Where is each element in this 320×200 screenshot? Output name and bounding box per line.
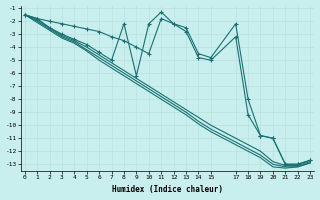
X-axis label: Humidex (Indice chaleur): Humidex (Indice chaleur) xyxy=(112,185,223,194)
